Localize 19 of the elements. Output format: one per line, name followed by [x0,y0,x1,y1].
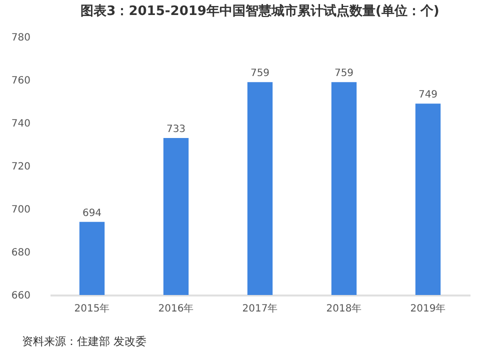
y-tick-label: 660 [11,290,30,302]
x-tick-label: 2018年 [326,302,362,314]
data-label: 759 [334,68,354,80]
x-tick-label: 2019年 [410,302,446,314]
y-tick-label: 720 [11,162,30,172]
data-label: 694 [82,208,102,219]
x-tick-label: 2017年 [242,302,278,314]
y-tick-label: 700 [11,204,30,216]
y-tick-label: 760 [11,76,30,86]
chart-title: 图表3：2015-2019年中国智慧城市累计试点数量(单位：个) [80,3,440,19]
y-tick-label: 780 [11,32,30,44]
data-label: 759 [250,68,270,80]
x-tick-label: 2016年 [158,302,194,314]
y-tick-label: 740 [11,118,30,130]
data-label: 733 [166,124,186,136]
data-label: 749 [418,90,438,101]
x-tick-label: 2015年 [74,302,110,314]
y-tick-label: 680 [11,248,30,258]
text: 资料来源：住建部 发改委 [22,334,146,349]
